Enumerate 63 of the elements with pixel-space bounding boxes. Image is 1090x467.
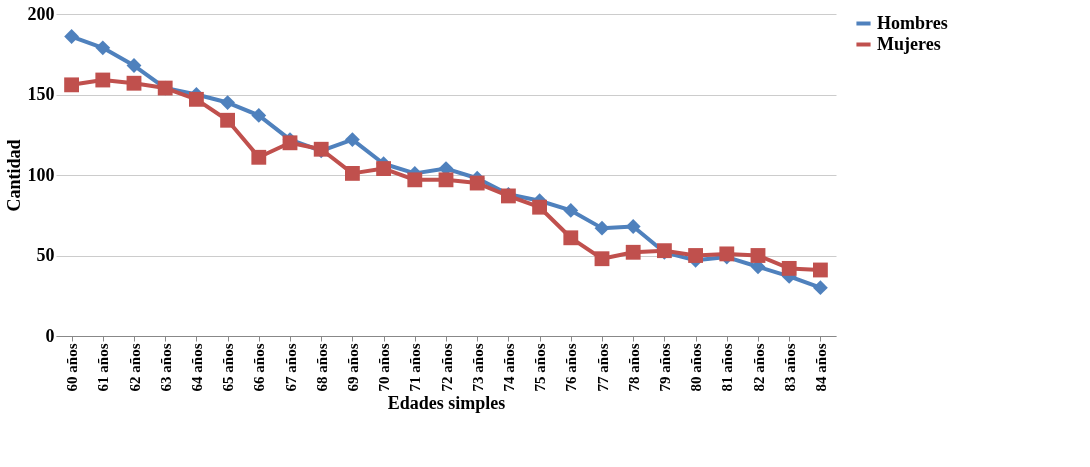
point xyxy=(812,262,828,278)
point xyxy=(625,244,641,260)
y-tick-label: 100 xyxy=(27,164,55,185)
x-tick-label: 78 años xyxy=(625,343,642,392)
x-tick-label: 77 años xyxy=(594,343,611,392)
point xyxy=(594,251,610,267)
point xyxy=(376,161,392,176)
point xyxy=(532,199,548,215)
point xyxy=(438,172,454,188)
y-tick-label: 0 xyxy=(45,325,55,346)
x-tick-label: 66 años xyxy=(251,343,268,392)
x-tick-label: 71 años xyxy=(407,343,424,392)
point xyxy=(344,165,360,181)
x-tick-label: 80 años xyxy=(688,343,705,392)
x-tick-label: 79 años xyxy=(656,343,673,392)
point xyxy=(469,175,485,191)
point xyxy=(220,95,236,110)
point xyxy=(625,219,641,234)
point xyxy=(594,220,610,236)
point xyxy=(251,149,267,165)
x-tick-label: 84 años xyxy=(812,343,829,392)
point xyxy=(220,112,236,128)
x-tick-label: 69 años xyxy=(344,343,361,392)
point xyxy=(344,132,360,147)
x-tick-label: 64 años xyxy=(188,343,205,392)
point xyxy=(563,203,579,218)
y-tick-label: 50 xyxy=(36,245,55,265)
y-tick-label: 150 xyxy=(27,84,55,104)
point xyxy=(563,230,579,246)
point xyxy=(126,75,142,91)
legend-label: Hombres xyxy=(877,12,948,33)
x-tick-label: 75 años xyxy=(532,343,549,392)
point xyxy=(251,108,267,123)
point xyxy=(688,248,704,263)
x-tick-label: 63 años xyxy=(157,343,174,392)
x-tick-label: 72 años xyxy=(438,343,455,392)
x-tick-label: 74 años xyxy=(500,343,517,392)
point xyxy=(95,72,111,88)
point xyxy=(95,40,111,56)
point xyxy=(64,77,80,93)
y-axis-title: Cantidad xyxy=(3,139,24,212)
point xyxy=(282,135,298,151)
point xyxy=(64,29,80,44)
x-tick-label: 83 años xyxy=(781,343,798,392)
point xyxy=(750,248,766,263)
x-tick-label: 62 años xyxy=(126,343,143,392)
x-tick-label: 61 años xyxy=(95,343,112,392)
x-tick-label: 82 años xyxy=(750,343,767,392)
point xyxy=(812,280,828,296)
x-tick-label: 81 años xyxy=(719,343,736,392)
point xyxy=(781,260,797,276)
x-axis-title: Edades simples xyxy=(387,393,506,414)
x-tick-label: 60 años xyxy=(64,343,81,392)
point xyxy=(188,91,204,107)
x-tick-label: 68 años xyxy=(313,343,330,392)
legend-label: Mujeres xyxy=(877,33,941,54)
x-tick-label: 76 años xyxy=(563,343,580,392)
point xyxy=(407,172,423,188)
x-tick-label: 73 años xyxy=(469,343,486,392)
x-tick-label: 67 años xyxy=(282,343,299,392)
y-tick-label: 200 xyxy=(27,3,55,24)
x-tick-label: 70 años xyxy=(376,343,393,392)
x-tick-label: 65 años xyxy=(220,343,237,392)
